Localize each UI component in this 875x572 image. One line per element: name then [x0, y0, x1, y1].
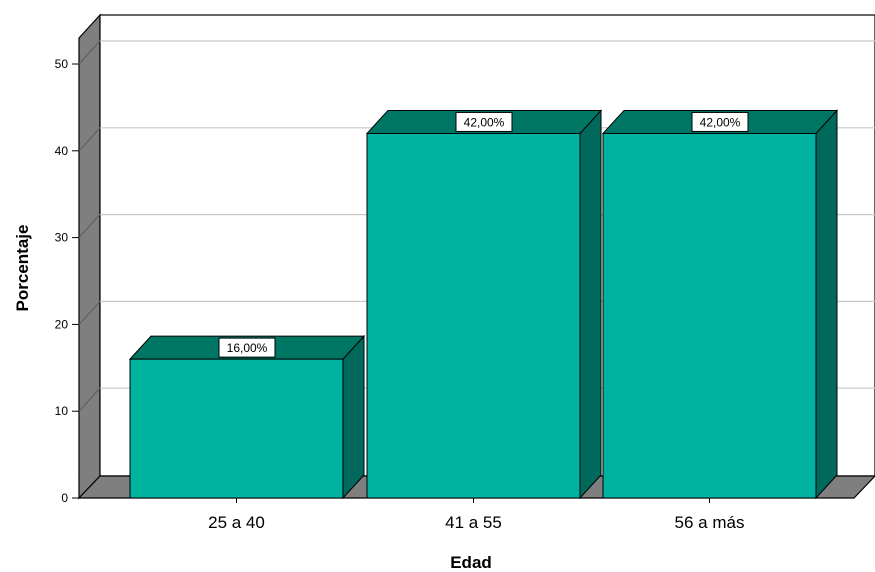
chart-left-wall — [78, 13, 101, 500]
data-label: 42,00% — [691, 111, 749, 132]
data-label-text: 42,00% — [464, 115, 505, 129]
x-axis-ticks: 25 a 40 41 a 55 56 a más — [208, 498, 744, 532]
data-label-box — [455, 111, 513, 132]
bar — [365, 109, 603, 500]
y-tick-label: 20 — [55, 317, 69, 331]
data-label: 16,00% — [218, 337, 276, 358]
bar-front — [366, 132, 581, 499]
y-tick-label: 0 — [61, 491, 68, 505]
bar-front — [129, 358, 344, 499]
y-tick-label: 30 — [55, 231, 69, 245]
data-labels: 16,00% 42,00% 42,00% — [218, 111, 749, 358]
data-label-box — [218, 337, 276, 358]
bar-side — [579, 109, 602, 500]
bars — [128, 109, 839, 500]
y-tick-label: 50 — [55, 57, 69, 71]
x-tick-label: 41 a 55 — [445, 513, 502, 532]
x-tick-label: 25 a 40 — [208, 513, 265, 532]
data-label-text: 16,00% — [227, 341, 268, 355]
y-axis-ticks: 0 10 20 30 40 50 — [55, 57, 79, 505]
gridline-wall — [78, 387, 101, 412]
data-label-box — [691, 111, 749, 132]
gridline-wall — [78, 127, 101, 152]
y-tick-label: 10 — [55, 404, 69, 418]
data-label: 42,00% — [455, 111, 513, 132]
data-label-text: 42,00% — [700, 115, 741, 129]
bar — [128, 334, 366, 500]
y-axis-title: Porcentaje — [13, 225, 32, 312]
bar-front — [602, 132, 817, 499]
bar-side — [342, 334, 365, 500]
x-axis-title: Edad — [450, 553, 492, 572]
y-tick-label: 40 — [55, 144, 69, 158]
gridline-wall — [78, 301, 101, 325]
x-tick-label: 56 a más — [675, 513, 745, 532]
bar-side — [815, 109, 838, 500]
gridline-wall — [78, 214, 101, 238]
bar — [601, 109, 839, 500]
gridline-wall — [78, 40, 101, 65]
